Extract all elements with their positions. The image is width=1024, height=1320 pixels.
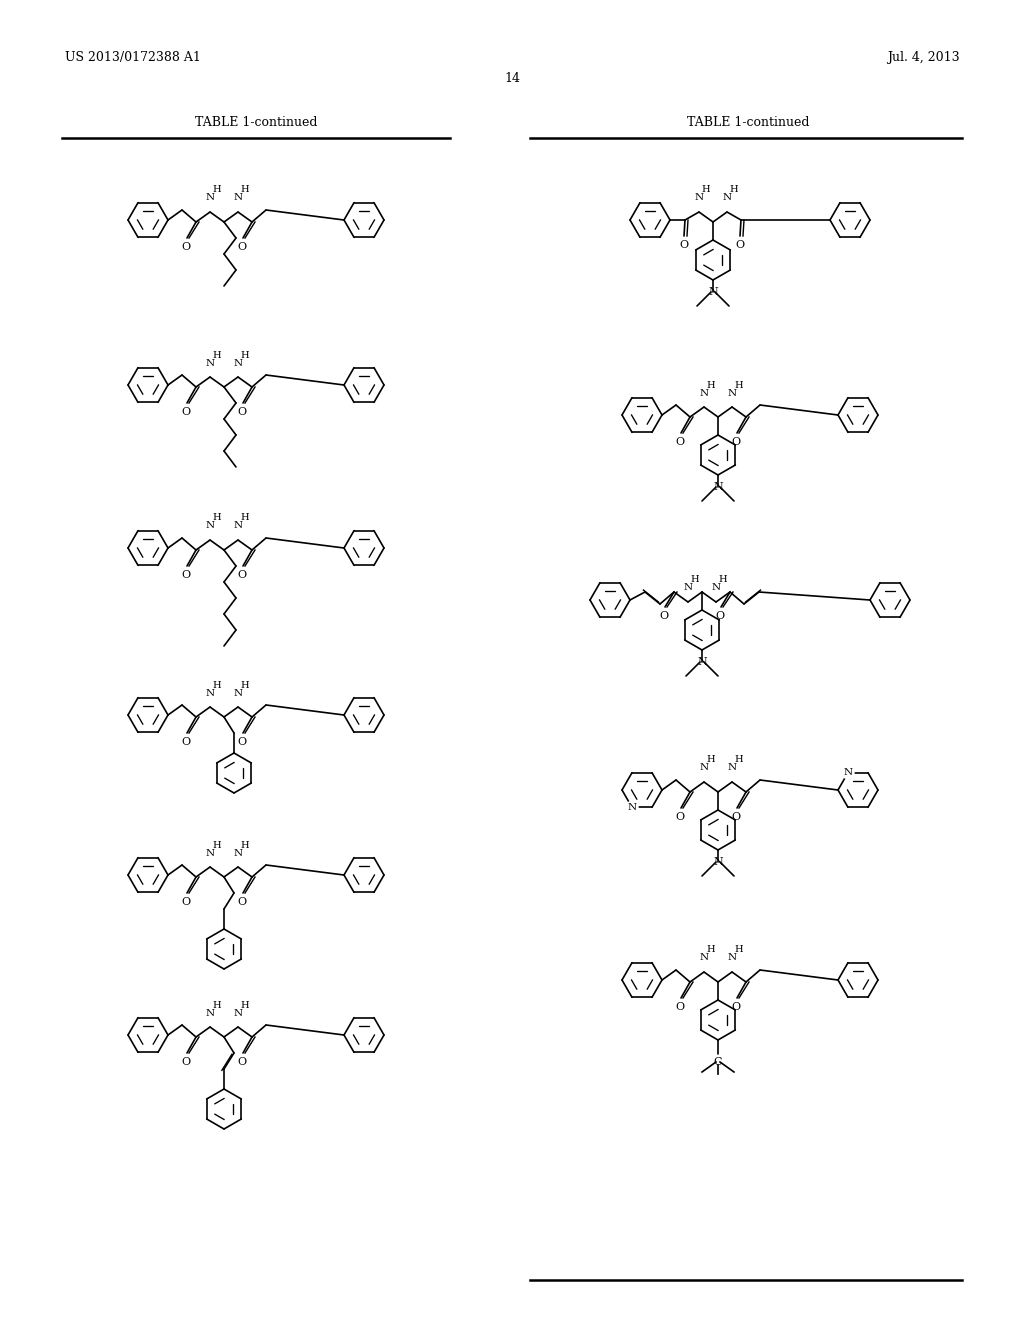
Text: N: N bbox=[694, 194, 703, 202]
Text: O: O bbox=[735, 240, 744, 249]
Text: N: N bbox=[233, 521, 243, 531]
Text: O: O bbox=[181, 242, 190, 252]
Text: H: H bbox=[241, 186, 249, 194]
Text: O: O bbox=[238, 242, 247, 252]
Text: H: H bbox=[707, 945, 716, 954]
Text: Jul. 4, 2013: Jul. 4, 2013 bbox=[888, 51, 961, 65]
Text: US 2013/0172388 A1: US 2013/0172388 A1 bbox=[65, 51, 201, 65]
Text: H: H bbox=[241, 841, 249, 850]
Text: H: H bbox=[707, 755, 716, 764]
Text: N: N bbox=[727, 388, 736, 397]
Text: H: H bbox=[730, 186, 738, 194]
Text: H: H bbox=[213, 351, 221, 359]
Circle shape bbox=[842, 767, 854, 779]
Text: O: O bbox=[731, 1002, 740, 1012]
Text: N: N bbox=[683, 583, 692, 593]
Text: O: O bbox=[181, 1057, 190, 1067]
Text: H: H bbox=[213, 841, 221, 850]
Text: H: H bbox=[213, 186, 221, 194]
Text: N: N bbox=[699, 763, 709, 772]
Text: H: H bbox=[690, 576, 699, 585]
Text: N: N bbox=[206, 521, 215, 531]
Text: N: N bbox=[233, 194, 243, 202]
Text: N: N bbox=[727, 763, 736, 772]
Text: O: O bbox=[238, 570, 247, 579]
Text: N: N bbox=[712, 583, 721, 593]
Text: O: O bbox=[181, 898, 190, 907]
Circle shape bbox=[626, 801, 638, 813]
Text: H: H bbox=[213, 513, 221, 523]
Text: H: H bbox=[213, 681, 221, 689]
Text: TABLE 1-continued: TABLE 1-continued bbox=[195, 116, 317, 128]
Text: H: H bbox=[241, 351, 249, 359]
Text: N: N bbox=[206, 194, 215, 202]
Text: N: N bbox=[699, 388, 709, 397]
Text: N: N bbox=[233, 689, 243, 697]
Text: H: H bbox=[241, 681, 249, 689]
Text: O: O bbox=[238, 898, 247, 907]
Text: N: N bbox=[206, 689, 215, 697]
Text: N: N bbox=[628, 803, 637, 812]
Text: N: N bbox=[233, 359, 243, 367]
Text: N: N bbox=[206, 849, 215, 858]
Text: N: N bbox=[206, 359, 215, 367]
Text: O: O bbox=[676, 812, 685, 822]
Text: N: N bbox=[844, 768, 853, 777]
Text: O: O bbox=[680, 240, 688, 249]
Text: N: N bbox=[727, 953, 736, 962]
Text: O: O bbox=[676, 437, 685, 447]
Text: O: O bbox=[238, 1057, 247, 1067]
Text: N: N bbox=[233, 1008, 243, 1018]
Text: O: O bbox=[676, 1002, 685, 1012]
Text: H: H bbox=[241, 1001, 249, 1010]
Text: H: H bbox=[701, 186, 711, 194]
Text: N: N bbox=[713, 482, 723, 492]
Text: O: O bbox=[731, 437, 740, 447]
Text: N: N bbox=[709, 286, 718, 297]
Text: N: N bbox=[697, 657, 707, 667]
Text: O: O bbox=[181, 407, 190, 417]
Text: C: C bbox=[714, 1057, 722, 1067]
Text: O: O bbox=[181, 737, 190, 747]
Text: N: N bbox=[723, 194, 731, 202]
Text: O: O bbox=[238, 407, 247, 417]
Text: O: O bbox=[181, 570, 190, 579]
Text: N: N bbox=[713, 857, 723, 867]
Text: H: H bbox=[241, 513, 249, 523]
Text: 14: 14 bbox=[504, 71, 520, 84]
Text: H: H bbox=[734, 380, 743, 389]
Text: H: H bbox=[734, 755, 743, 764]
Text: O: O bbox=[659, 611, 669, 620]
Text: N: N bbox=[233, 849, 243, 858]
Text: N: N bbox=[206, 1008, 215, 1018]
Text: H: H bbox=[719, 576, 727, 585]
Text: H: H bbox=[707, 380, 716, 389]
Text: O: O bbox=[716, 611, 725, 620]
Text: H: H bbox=[213, 1001, 221, 1010]
Text: N: N bbox=[699, 953, 709, 962]
Text: O: O bbox=[731, 812, 740, 822]
Text: H: H bbox=[734, 945, 743, 954]
Text: TABLE 1-continued: TABLE 1-continued bbox=[687, 116, 809, 128]
Text: O: O bbox=[238, 737, 247, 747]
